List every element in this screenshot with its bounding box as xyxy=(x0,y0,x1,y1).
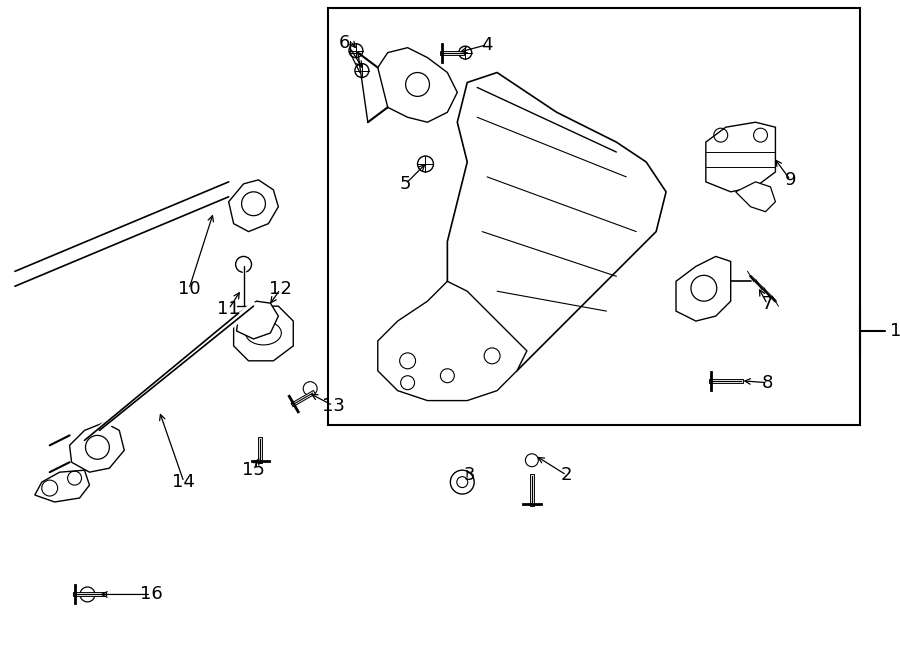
Text: 8: 8 xyxy=(761,373,773,392)
Text: 1: 1 xyxy=(890,322,900,340)
Polygon shape xyxy=(447,73,666,371)
Polygon shape xyxy=(69,422,124,472)
Text: 2: 2 xyxy=(561,466,572,484)
Text: 9: 9 xyxy=(785,171,796,189)
Text: 14: 14 xyxy=(173,473,195,491)
Text: 10: 10 xyxy=(177,280,200,298)
Polygon shape xyxy=(234,306,293,361)
Text: 16: 16 xyxy=(140,586,163,603)
Text: 15: 15 xyxy=(242,461,265,479)
Polygon shape xyxy=(237,301,278,339)
Text: 5: 5 xyxy=(400,175,411,193)
Polygon shape xyxy=(378,48,457,122)
Text: 6: 6 xyxy=(338,34,350,52)
Polygon shape xyxy=(229,180,278,231)
Text: 4: 4 xyxy=(482,36,493,54)
Text: 13: 13 xyxy=(321,397,345,414)
Text: 3: 3 xyxy=(464,466,475,484)
Text: 7: 7 xyxy=(761,295,773,313)
Text: 11: 11 xyxy=(217,300,240,318)
Polygon shape xyxy=(676,256,731,321)
Polygon shape xyxy=(735,182,776,212)
Bar xyxy=(328,8,860,426)
Polygon shape xyxy=(35,470,89,502)
Text: 12: 12 xyxy=(269,280,292,298)
Polygon shape xyxy=(378,282,526,401)
Polygon shape xyxy=(706,122,776,192)
